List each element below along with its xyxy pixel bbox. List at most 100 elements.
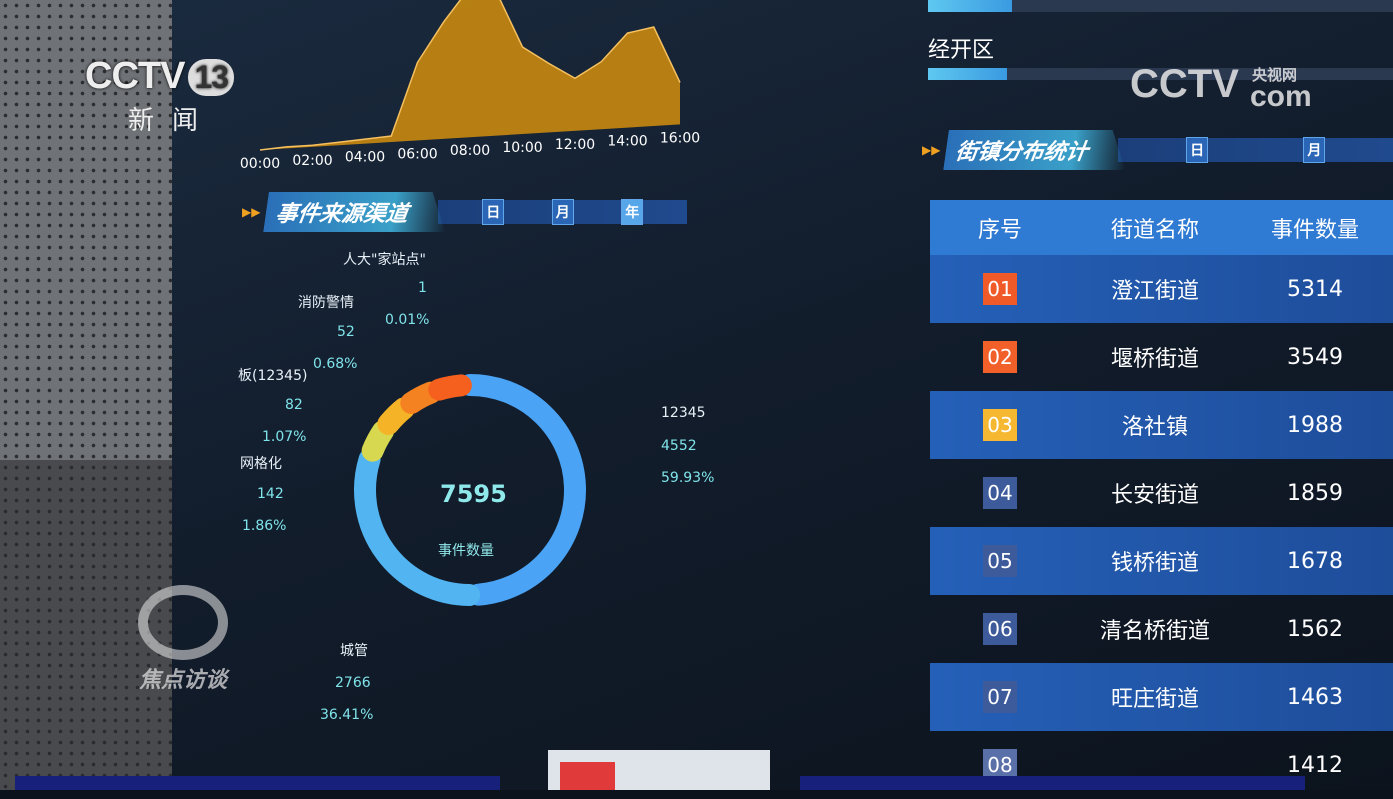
event-count: 1463 bbox=[1287, 684, 1343, 710]
street-name: 长安街道 bbox=[1110, 483, 1199, 508]
district-progress bbox=[928, 68, 1393, 80]
arrow-icon: ▶▶ bbox=[922, 143, 941, 157]
area-line bbox=[259, 0, 681, 151]
donut-slice bbox=[377, 397, 415, 435]
donut-slice bbox=[459, 374, 586, 606]
slice-pct: 0.68% bbox=[313, 356, 358, 372]
rank-badge: 08 bbox=[983, 749, 1017, 781]
slice-pct: 1.07% bbox=[262, 429, 307, 445]
rank-badge: 02 bbox=[983, 341, 1017, 373]
x-tick-label: 16:00 bbox=[660, 130, 700, 146]
event-count: 1859 bbox=[1287, 480, 1343, 506]
rank-badge: 01 bbox=[983, 273, 1017, 305]
slice-value: 142 bbox=[257, 486, 284, 502]
slice-name: 网格化 bbox=[240, 456, 282, 472]
street-name: 洛社镇 bbox=[1121, 415, 1188, 440]
col-name: 街道名称 bbox=[1110, 217, 1199, 243]
table-row[interactable]: 03 洛社镇 1988 bbox=[930, 391, 1393, 459]
period-button-2[interactable]: 年 bbox=[621, 199, 644, 225]
slice-pct: 1.86% bbox=[242, 518, 287, 534]
cctv13-logo: CCTV 13 bbox=[85, 55, 235, 98]
program-logo: 焦点访谈 bbox=[128, 585, 238, 694]
source-panel-title: 事件来源渠道 bbox=[264, 192, 452, 232]
arrow-icon: ▶▶ bbox=[242, 205, 261, 219]
period-button-0[interactable]: 日 bbox=[482, 199, 505, 225]
street-name: 清名桥街道 bbox=[1099, 619, 1210, 644]
slice-value: 4552 bbox=[661, 438, 697, 454]
district-label: 经开区 bbox=[928, 38, 995, 63]
table-row[interactable]: 04 长安街道 1859 bbox=[930, 459, 1393, 527]
slice-value: 1 bbox=[418, 280, 427, 296]
table-row[interactable]: 07 旺庄街道 1463 bbox=[930, 663, 1393, 731]
donut-slice bbox=[400, 381, 442, 414]
table-row[interactable]: 01 澄江街道 5314 bbox=[930, 255, 1393, 323]
x-tick-label: 02:00 bbox=[292, 153, 332, 169]
event-count: 1988 bbox=[1287, 412, 1343, 438]
period-button-1[interactable]: 月 bbox=[1303, 137, 1326, 163]
slice-pct: 0.01% bbox=[385, 312, 430, 328]
event-count: 3549 bbox=[1287, 344, 1343, 370]
slice-name: 12345 bbox=[661, 405, 706, 421]
street-panel-title: 街镇分布统计 bbox=[944, 130, 1132, 170]
total-count: 7595 bbox=[440, 480, 507, 508]
slice-pct: 36.41% bbox=[320, 707, 374, 723]
street-panel-header: ▶▶ 街镇分布统计 日月 bbox=[922, 130, 1393, 170]
cctv-com-logo: CCTV 央视网 com bbox=[1130, 62, 1312, 113]
slice-value: 2766 bbox=[335, 675, 371, 691]
street-name: 澄江街道 bbox=[1110, 279, 1199, 304]
table-row[interactable]: 05 钱桥街道 1678 bbox=[930, 527, 1393, 595]
cctv13-sub: 新闻 bbox=[128, 106, 217, 136]
slice-pct: 59.93% bbox=[661, 470, 715, 486]
rank-badge: 07 bbox=[983, 681, 1017, 713]
x-tick-label: 04:00 bbox=[345, 150, 385, 166]
x-tick-label: 06:00 bbox=[397, 146, 437, 162]
x-tick-label: 10:00 bbox=[502, 140, 542, 156]
col-count: 事件数量 bbox=[1270, 217, 1359, 243]
street-name: 旺庄街道 bbox=[1110, 687, 1199, 712]
donut-slice bbox=[361, 420, 394, 462]
rank-badge: 06 bbox=[983, 613, 1017, 645]
source-panel-header: ▶▶ 事件来源渠道 日 月 年 bbox=[242, 192, 687, 232]
table-header: 序号 街道名称 事件数量 bbox=[930, 200, 1393, 255]
period-button-1[interactable]: 月 bbox=[551, 199, 574, 225]
slice-value: 52 bbox=[337, 324, 355, 340]
hourly-area-chart: 00:00 02:00 04:00 06:00 08:00 10:00 12:00 14:00… bbox=[240, 0, 700, 172]
monitor bbox=[800, 776, 1305, 790]
street-name: 钱桥街道 bbox=[1110, 551, 1199, 576]
area-fill bbox=[260, 0, 680, 150]
program-name: 焦点访谈 bbox=[138, 668, 227, 693]
x-tick-label: 08:00 bbox=[450, 143, 490, 159]
slice-value: 82 bbox=[285, 397, 303, 413]
period-button-0[interactable]: 日 bbox=[1186, 137, 1209, 163]
street-table: 序号 街道名称 事件数量 01 澄江街道 5314 02 堰桥街道 3549 03 洛社镇 19… bbox=[930, 200, 1393, 799]
total-label: 事件数量 bbox=[438, 543, 494, 559]
source-donut-chart bbox=[354, 374, 586, 606]
table-row[interactable]: 08 1412 bbox=[930, 731, 1393, 799]
x-tick-label: 12:00 bbox=[555, 137, 595, 153]
rank-badge: 03 bbox=[983, 409, 1017, 441]
slice-name: 城管 bbox=[340, 643, 368, 659]
event-count: 1678 bbox=[1287, 548, 1343, 574]
table-row[interactable]: 06 清名桥街道 1562 bbox=[930, 595, 1393, 663]
donut-slice bbox=[428, 374, 472, 401]
donut-slice bbox=[354, 448, 481, 606]
rank-badge: 05 bbox=[983, 545, 1017, 577]
monitor bbox=[548, 750, 770, 790]
x-tick-label: 00:00 bbox=[240, 156, 280, 172]
rank-badge: 04 bbox=[983, 477, 1017, 509]
street-name: 堰桥街道 bbox=[1110, 347, 1199, 372]
monitor bbox=[15, 776, 500, 790]
x-tick-label: 14:00 bbox=[607, 134, 647, 150]
event-count: 5314 bbox=[1287, 276, 1343, 302]
period-toggle: 日月 bbox=[1118, 137, 1393, 163]
slice-name: 人大"家站点" bbox=[343, 252, 426, 268]
event-count: 1562 bbox=[1287, 616, 1343, 642]
site-sub: 央视网 bbox=[1252, 67, 1298, 84]
table-row[interactable]: 02 堰桥街道 3549 bbox=[930, 323, 1393, 391]
slice-name: 板(12345) bbox=[238, 368, 308, 384]
period-toggle: 日月年 bbox=[438, 199, 687, 225]
col-rank: 序号 bbox=[977, 217, 1022, 243]
slice-name: 消防警情 bbox=[298, 295, 354, 311]
district-progress-top bbox=[928, 0, 1393, 12]
event-count: 1412 bbox=[1287, 752, 1343, 778]
